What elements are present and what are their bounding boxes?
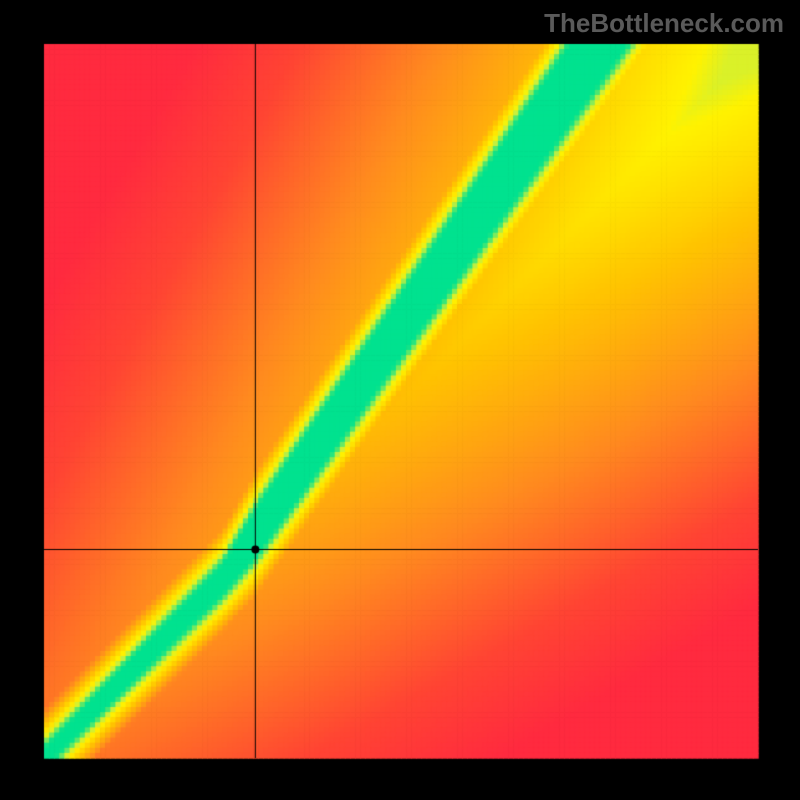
bottleneck-heatmap bbox=[0, 0, 800, 800]
chart-container: TheBottleneck.com bbox=[0, 0, 800, 800]
watermark-text: TheBottleneck.com bbox=[544, 8, 784, 39]
